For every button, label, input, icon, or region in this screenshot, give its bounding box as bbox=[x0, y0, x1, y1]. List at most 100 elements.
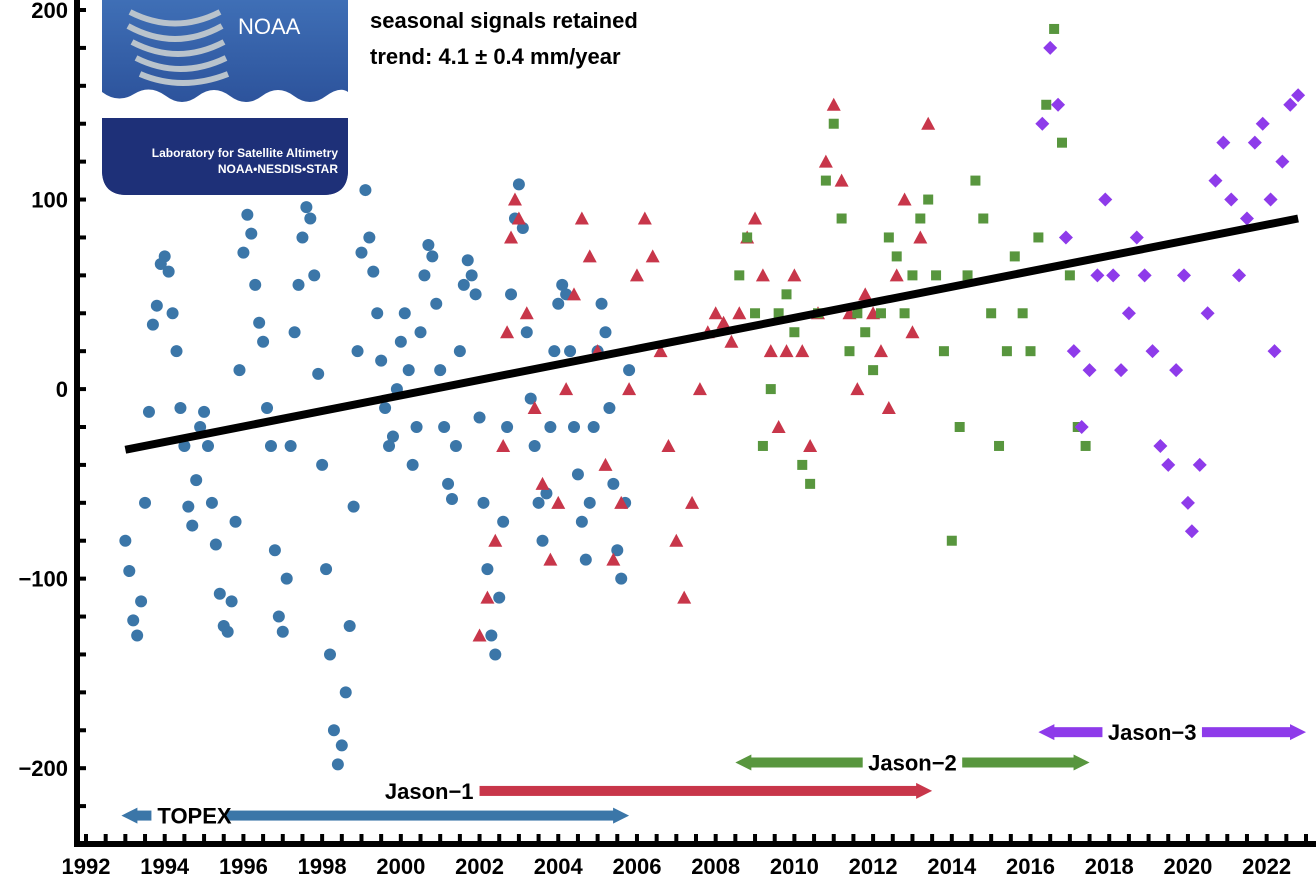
logo-name: NOAA bbox=[238, 14, 301, 39]
data-point bbox=[465, 269, 478, 282]
data-point bbox=[868, 365, 879, 376]
data-point bbox=[123, 565, 136, 578]
data-point bbox=[860, 327, 871, 338]
data-point bbox=[414, 326, 427, 339]
data-point bbox=[146, 318, 159, 331]
data-point bbox=[497, 515, 510, 528]
data-point bbox=[1074, 420, 1089, 434]
data-point bbox=[339, 686, 352, 699]
data-point bbox=[559, 382, 574, 396]
data-point bbox=[221, 625, 234, 638]
data-point bbox=[1275, 154, 1290, 169]
data-point bbox=[567, 287, 581, 301]
data-point bbox=[446, 493, 458, 506]
x-tick-label: 2008 bbox=[691, 854, 740, 879]
data-point bbox=[1049, 23, 1060, 34]
data-point bbox=[418, 269, 431, 282]
data-point bbox=[734, 270, 745, 281]
x-tick-label: 2006 bbox=[612, 854, 661, 879]
data-point bbox=[818, 154, 833, 168]
x-tick-label: 2004 bbox=[534, 854, 584, 879]
data-point bbox=[355, 246, 368, 259]
data-point bbox=[692, 382, 707, 396]
data-point bbox=[139, 496, 152, 509]
data-point bbox=[623, 364, 636, 377]
data-point bbox=[789, 327, 800, 338]
data-point bbox=[524, 392, 537, 405]
data-point bbox=[763, 344, 778, 358]
data-point bbox=[1080, 440, 1091, 451]
x-tick-label: 2020 bbox=[1163, 854, 1212, 879]
data-point bbox=[1153, 438, 1168, 453]
data-point bbox=[453, 345, 466, 358]
data-point bbox=[430, 297, 443, 310]
data-point bbox=[1009, 251, 1020, 262]
data-point bbox=[970, 175, 981, 186]
data-point bbox=[504, 230, 519, 244]
data-point bbox=[170, 345, 183, 358]
data-point bbox=[335, 739, 348, 752]
data-point bbox=[548, 345, 561, 358]
data-point bbox=[233, 364, 246, 377]
y-tick-label: 0 bbox=[56, 377, 68, 402]
data-point bbox=[527, 401, 542, 415]
data-point bbox=[1247, 135, 1262, 150]
data-point bbox=[1064, 270, 1075, 281]
data-point bbox=[1224, 192, 1239, 207]
mission-span-arrow bbox=[1038, 724, 1306, 741]
data-point bbox=[716, 315, 731, 329]
data-point bbox=[501, 421, 514, 433]
mission-label: Jason−1 bbox=[385, 779, 474, 804]
data-point bbox=[1255, 116, 1270, 131]
data-point bbox=[1121, 306, 1136, 321]
data-point bbox=[1137, 268, 1152, 283]
data-point bbox=[552, 297, 565, 310]
data-point bbox=[485, 629, 498, 642]
data-point bbox=[599, 326, 612, 339]
data-point bbox=[803, 438, 818, 452]
data-point bbox=[202, 439, 214, 452]
data-point bbox=[1098, 192, 1113, 207]
data-point bbox=[327, 724, 340, 737]
data-point bbox=[280, 572, 293, 585]
data-point bbox=[540, 487, 553, 500]
data-point bbox=[994, 440, 1005, 451]
data-point bbox=[434, 364, 447, 377]
data-point bbox=[1232, 268, 1247, 283]
data-point bbox=[127, 614, 140, 627]
data-point bbox=[292, 278, 305, 291]
data-point bbox=[579, 553, 592, 566]
data-point bbox=[343, 620, 356, 633]
data-point bbox=[742, 232, 753, 243]
data-point bbox=[449, 439, 462, 452]
data-point bbox=[237, 246, 250, 259]
data-point bbox=[828, 118, 839, 129]
data-point bbox=[331, 758, 344, 771]
data-point bbox=[253, 316, 266, 329]
data-point bbox=[899, 308, 910, 319]
data-point bbox=[1200, 306, 1215, 321]
wave-icon bbox=[102, 9, 348, 195]
data-point bbox=[1114, 363, 1129, 378]
data-point bbox=[500, 325, 515, 339]
data-point bbox=[1129, 230, 1144, 245]
data-point bbox=[1066, 344, 1081, 359]
data-point bbox=[194, 421, 207, 433]
data-point bbox=[442, 477, 455, 490]
data-point bbox=[426, 250, 439, 263]
data-point bbox=[398, 307, 411, 320]
data-point bbox=[897, 192, 912, 206]
data-point bbox=[1041, 99, 1052, 110]
data-point bbox=[587, 421, 600, 433]
data-point bbox=[257, 335, 270, 348]
data-point bbox=[535, 476, 550, 490]
data-point bbox=[881, 401, 896, 415]
x-tick-label: 1998 bbox=[298, 854, 347, 879]
data-point bbox=[907, 270, 918, 281]
data-point bbox=[564, 345, 577, 358]
data-point bbox=[438, 421, 451, 433]
data-point bbox=[873, 344, 888, 358]
data-point bbox=[308, 269, 321, 282]
y-tick-label: −100 bbox=[18, 567, 68, 592]
data-point bbox=[905, 325, 920, 339]
